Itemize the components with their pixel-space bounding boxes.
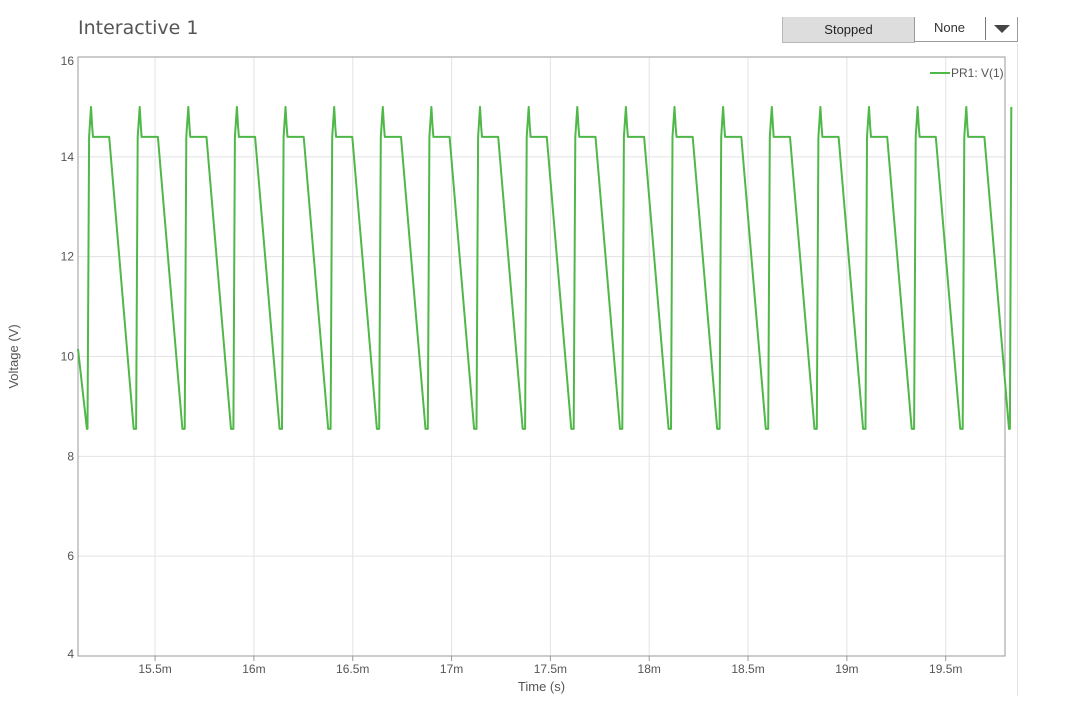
y-tick-label: 8 — [67, 449, 74, 463]
y-tick-label: 10 — [61, 350, 75, 364]
x-axis-label: Time (s) — [518, 679, 565, 694]
x-tick-label: 18m — [638, 662, 661, 676]
y-tick-label: 16 — [61, 54, 75, 68]
x-tick-labels: 15.5m 16m 16.5m 17m 17.5m 18m 18.5m 19m 19.5m — [138, 656, 962, 676]
y-tick-label: 12 — [61, 250, 75, 264]
y-tick-label: 14 — [61, 150, 75, 164]
legend: PR1: V(1) — [930, 66, 1004, 80]
legend-label-pr1: PR1: V(1) — [951, 66, 1004, 80]
series-lines — [77, 105, 1013, 430]
x-tick-label: 17m — [440, 662, 463, 676]
x-tick-label: 15.5m — [138, 662, 171, 676]
select-divider — [985, 17, 986, 40]
x-tick-label: 16.5m — [336, 662, 369, 676]
chevron-down-icon[interactable] — [994, 25, 1010, 33]
y-tick-labels: 4 6 8 10 12 14 16 — [61, 54, 75, 661]
x-tick-label: 17.5m — [534, 662, 567, 676]
panel-divider — [1017, 44, 1018, 696]
run-state-button[interactable]: Stopped — [782, 17, 915, 43]
y-tick-label: 4 — [67, 647, 74, 661]
trace-select-value: None — [933, 20, 966, 35]
y-tick-label: 6 — [67, 549, 74, 563]
simulation-controls: Stopped None — [782, 17, 1018, 44]
x-tick-label: 18.5m — [731, 662, 764, 676]
y-axis-label: Voltage (V) — [6, 324, 21, 388]
series-line-0 — [77, 105, 1013, 430]
window-title: Interactive 1 — [78, 17, 199, 39]
x-tick-label: 19.5m — [929, 662, 962, 676]
trace-select[interactable]: None — [914, 17, 1018, 42]
x-tick-label: 16m — [242, 662, 265, 676]
x-tick-label: 19m — [835, 662, 858, 676]
